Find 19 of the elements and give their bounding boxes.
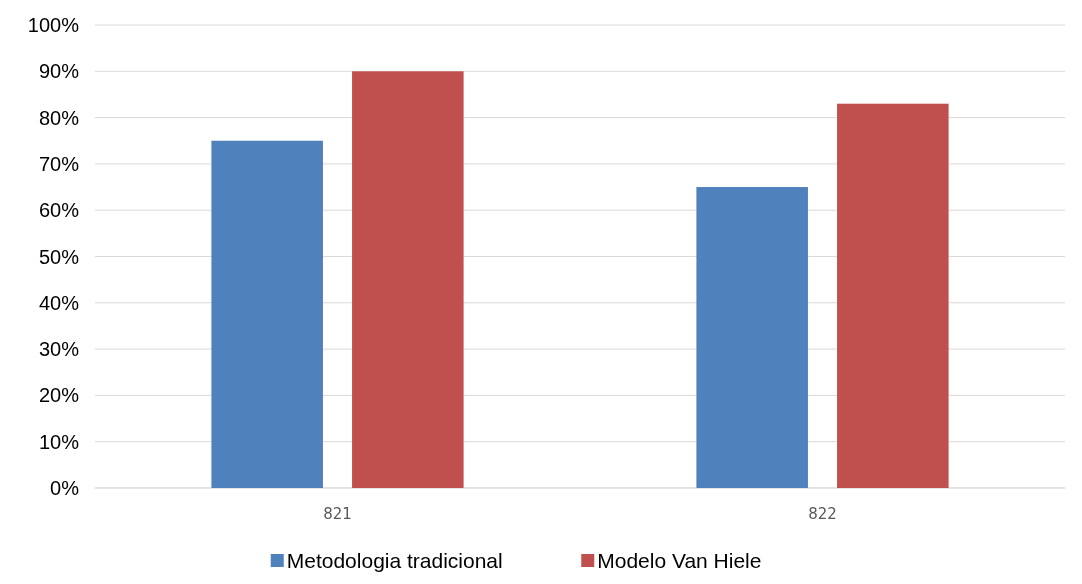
bar — [696, 187, 808, 488]
y-tick-label: 90% — [38, 60, 80, 83]
y-tick-label: 80% — [38, 106, 80, 129]
y-tick-label: 60% — [38, 199, 80, 222]
y-tick-label: 30% — [38, 338, 80, 361]
bar — [352, 71, 464, 488]
y-tick-label: 10% — [38, 430, 80, 453]
bar — [211, 140, 323, 488]
y-tick-label: 100% — [27, 14, 80, 36]
y-tick-label: 0% — [50, 477, 80, 499]
x-tick-label: 822 — [808, 505, 837, 523]
y-tick-label: 70% — [38, 152, 80, 175]
legend-label: Metodologia tradicional — [286, 549, 503, 573]
bar — [837, 103, 949, 488]
y-tick-label: 40% — [38, 291, 80, 314]
legend-label: Modelo Van Hiele — [597, 549, 762, 573]
y-tick-label: 20% — [38, 384, 80, 407]
y-tick-label: 50% — [38, 245, 80, 268]
x-tick-label: 821 — [323, 505, 352, 523]
